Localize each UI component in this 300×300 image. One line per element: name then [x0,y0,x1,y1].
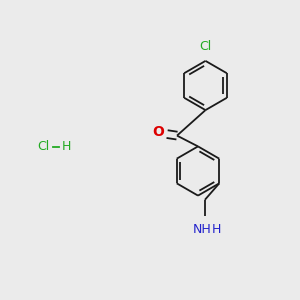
Text: O: O [152,125,164,139]
Text: Cl: Cl [200,40,211,53]
Text: Cl: Cl [38,140,50,154]
Text: H: H [61,140,71,154]
Text: NH: NH [193,223,211,236]
Text: H: H [212,223,222,236]
